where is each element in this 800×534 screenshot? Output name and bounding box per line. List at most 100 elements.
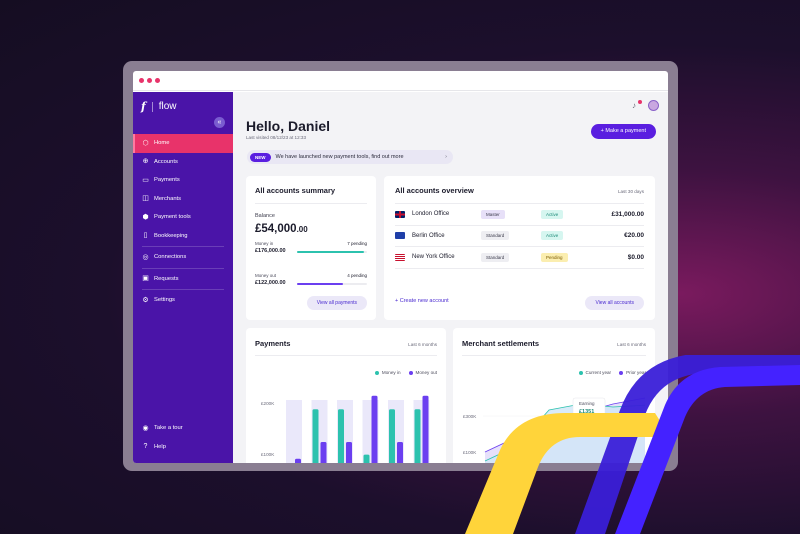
window-dot-1[interactable]: [139, 78, 144, 83]
banner-text: We have launched new payment tools, find…: [275, 154, 404, 160]
bookkeeping-icon: ▯: [143, 232, 148, 240]
bar-money-in: [312, 409, 319, 463]
money-out-label: Money out: [255, 273, 277, 278]
sidebar-item-label: Payment tools: [154, 214, 191, 221]
money-in-pending: 7 pending: [347, 241, 367, 246]
account-type-badge: Standard: [481, 231, 510, 241]
bar-money-out: [422, 395, 429, 463]
payments-bar-chart: £200K £100K: [261, 395, 430, 463]
legend-money-in: Money in: [374, 370, 401, 375]
account-name: Berlin Office: [412, 232, 445, 239]
window-dot-3[interactable]: [155, 78, 160, 83]
sidebar-item-label: Settings: [154, 297, 175, 304]
sidebar-item-label: Take a tour: [154, 425, 183, 432]
view-all-accounts-button[interactable]: View all accounts: [585, 296, 644, 310]
payments-period: Last 6 months: [408, 342, 437, 347]
avatar[interactable]: [648, 100, 659, 111]
money-out-bar: [297, 283, 367, 285]
account-amount: £31,000.00: [611, 210, 644, 218]
bar-money-in: [389, 409, 395, 463]
sidebar-item-payment-tools[interactable]: ⬢ Payment tools: [133, 208, 233, 227]
sidebar-bottom-nav: ◉ Take a tour? Help: [133, 419, 233, 456]
balance-amount: £54,000.00: [255, 223, 367, 235]
account-row-berlin-office[interactable]: Berlin Office Standard Active €20.00: [395, 226, 644, 247]
summary-title: All accounts summary: [255, 186, 367, 204]
eye-icon: ◉: [142, 424, 149, 432]
payments-title: Payments: [255, 339, 291, 348]
settings-icon: ⚙: [142, 296, 149, 304]
legend-current-year: Current year: [578, 370, 611, 375]
accounts-overview-card: All accounts overview Last 30 days Londo…: [384, 176, 655, 320]
sidebar-nav: ⬡ Home ⊕ Accounts ▭ Payments ◫ Merchants ⬢ Paymen…: [133, 134, 233, 310]
window-dot-2[interactable]: [147, 78, 152, 83]
accounts-summary-card: All accounts summary Balance £54,000.00 …: [246, 176, 376, 320]
sidebar-item-payments[interactable]: ▭ Payments: [133, 171, 233, 190]
page-title: Hello, Daniel: [246, 118, 331, 134]
sidebar-item-label: Help: [154, 443, 166, 450]
money-in-value: £176,000.00: [255, 248, 286, 254]
make-payment-button[interactable]: + Make a payment: [590, 124, 656, 139]
status-badge: Active: [541, 231, 564, 241]
help-icon: ?: [143, 443, 148, 451]
tooltip-value: £1351: [579, 409, 594, 415]
overview-period: Last 30 days: [617, 189, 644, 194]
sidebar-item-settings[interactable]: ⚙ Settings: [133, 291, 233, 310]
merchant-title: Merchant settlements: [462, 339, 540, 348]
earning-tooltip: Earning £1351: [572, 397, 606, 418]
sidebar-item-bookkeeping[interactable]: ▯ Bookkeeping: [133, 227, 233, 246]
status-badge: Active: [541, 209, 564, 219]
logo-divider: [151, 101, 153, 112]
announcement-banner[interactable]: NEW We have launched new payment tools, …: [247, 150, 453, 164]
bar-money-in: [414, 409, 421, 463]
money-out-bar-fill: [297, 283, 344, 285]
view-all-payments-button[interactable]: View all payments: [306, 296, 367, 310]
sidebar-item-requests[interactable]: ▣ Requests: [133, 270, 233, 289]
bar-money-out: [320, 442, 327, 463]
payments-icon: ▭: [142, 176, 149, 184]
requests-icon: ▣: [142, 275, 149, 283]
bar-money-out: [371, 395, 378, 463]
account-type-badge: Standard: [481, 252, 510, 262]
accounts-table: London Office Master Active £31,000.00 Berli…: [395, 204, 644, 269]
nav-divider: [142, 289, 224, 290]
sidebar-item-take-a-tour[interactable]: ◉ Take a tour: [133, 419, 233, 438]
balance-cents: .00: [296, 225, 308, 234]
bar-track: [286, 400, 302, 463]
account-type-badge: Master: [481, 209, 505, 219]
y-tick-label: £200K: [261, 401, 275, 406]
status-badge: Pending: [541, 252, 568, 262]
sidebar-item-help[interactable]: ? Help: [133, 438, 233, 457]
merchant-period: Last 6 months: [617, 342, 646, 347]
money-out-row: Money out £122,000.00 4 pending: [255, 273, 367, 299]
sidebar-item-label: Payments: [154, 177, 180, 184]
uk-flag-icon: [395, 210, 405, 218]
sidebar: f flow « ⬡ Home ⊕ Accounts ▭ Payments ◫ Merchan…: [133, 92, 233, 463]
y-tick-label: £100K: [261, 452, 275, 457]
sidebar-item-merchants[interactable]: ◫ Merchants: [133, 190, 233, 209]
overview-title: All accounts overview: [395, 186, 474, 195]
account-row-london-office[interactable]: London Office Master Active £31,000.00: [395, 204, 644, 226]
sidebar-item-label: Requests: [154, 275, 179, 282]
y-tick-label: £300K: [463, 414, 477, 419]
sidebar-item-label: Bookkeeping: [154, 232, 188, 239]
bar-money-in: [363, 454, 370, 463]
legend-prior-year: Prior year: [619, 370, 646, 375]
sidebar-item-label: Accounts: [154, 158, 178, 165]
bell-icon[interactable]: ♪: [632, 99, 642, 110]
account-name: New York Office: [412, 254, 455, 261]
bar-money-out: [346, 442, 352, 463]
payments-legend: Money in Money out: [374, 370, 437, 375]
payments-chart-card: Payments Last 6 months Money in Money ou…: [246, 328, 446, 463]
logo[interactable]: f flow: [133, 92, 233, 119]
y-tick-label: £100K: [463, 450, 477, 455]
money-in-bar-fill: [297, 251, 364, 253]
create-account-link[interactable]: + Create new account: [395, 298, 449, 304]
account-row-new-york-office[interactable]: New York Office Standard Pending $0.00: [395, 247, 644, 269]
collapse-sidebar-icon[interactable]: «: [214, 117, 225, 128]
sidebar-item-home[interactable]: ⬡ Home: [133, 134, 233, 153]
brand-mark: f: [141, 100, 146, 113]
balance-label: Balance: [255, 213, 275, 219]
sidebar-item-accounts[interactable]: ⊕ Accounts: [133, 153, 233, 172]
sidebar-item-connections[interactable]: ◎ Connections: [133, 248, 233, 267]
bar-money-out: [295, 458, 301, 463]
